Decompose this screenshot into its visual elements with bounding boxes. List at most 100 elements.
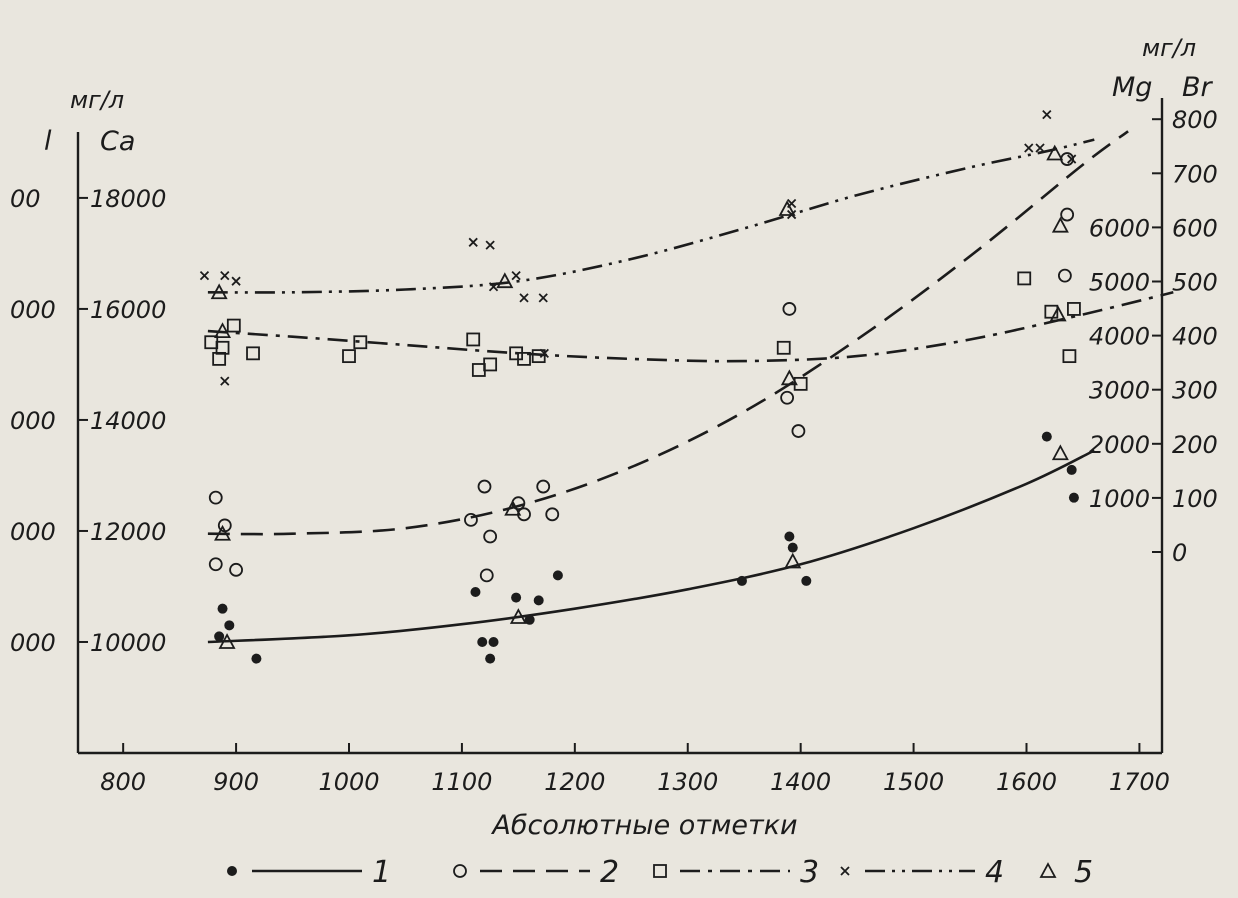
series-1-point [477,636,488,647]
series-4-point [220,376,230,386]
series-3-point [226,318,241,333]
series-5-point [780,369,798,386]
series-2-point [791,424,806,438]
left-outer-tick-label: 00 [10,185,41,213]
legend-5-label: 5 [1074,855,1093,890]
series-1-point [224,620,235,631]
x-tick-label: 1700 [1109,768,1170,796]
series-3-curve [207,291,1174,363]
legend: 1 2 3 4 5 [227,855,1093,890]
br-tick-label: 700 [1172,160,1218,188]
series-5-point [504,499,522,516]
series-5-point [1051,216,1069,233]
series-2-point [782,302,797,316]
series-1-point [524,614,535,625]
left-axis-unit: мг/л [70,86,124,114]
series-1-point [470,587,481,598]
left-outer-tick-label: 000 [10,407,56,435]
br-tick-label: 200 [1172,431,1218,459]
left-tick-label: 18000 [90,185,166,213]
series-2-point [545,507,560,522]
trend-curves [207,130,1174,644]
series-5-point [778,200,796,216]
series-4-point [539,348,549,358]
series-1-point [214,631,225,642]
series-4-point [468,237,478,247]
legend-4-marker [840,866,850,876]
series-2-point [479,568,494,583]
series-5-point [496,272,514,289]
left-tick-label: 10000 [90,629,166,657]
right-axis-header-mg: Mg [1112,72,1152,103]
x-tick-label: 1500 [883,768,944,796]
mg-tick-label: 5000 [1089,269,1150,297]
br-tick-label: 100 [1172,485,1218,513]
series-3-point [246,346,260,361]
mg-tick-label: 4000 [1089,323,1150,351]
left-ticks: 10000 000 12000 000 14000 000 16000 000 18000 00 [10,185,166,657]
br-tick-label: 800 [1172,106,1218,134]
series-4-point [488,282,499,292]
series-3-point [483,357,498,372]
left-tick-label: 16000 [90,296,166,324]
series-3-point [204,335,219,350]
series-3-point [342,349,356,364]
series-3-point [1017,271,1032,286]
series-5-point [1046,144,1064,161]
left-tick-label: 14000 [90,407,166,435]
br-tick-label: 300 [1172,377,1218,405]
data-points [199,110,1081,664]
right-axis-unit: мг/л [1142,34,1196,62]
series-2-point [483,529,498,544]
series-5-point [1051,444,1069,461]
left-outer-tick-label: 000 [10,629,56,657]
mg-tick-label: 2000 [1089,431,1150,459]
x-ticks: 800 900 1000 1100 1200 1300 1400 1500 1600 1700 [100,743,1170,796]
series-5-point [218,633,236,649]
series-4-point [231,276,241,286]
series-5-point [509,608,527,624]
series-1-point [1041,431,1052,442]
series-2-point [464,512,478,527]
x-tick-label: 1100 [431,768,492,796]
x-tick-label: 1200 [544,768,605,796]
series-3-point [531,349,546,364]
series-1-point [1068,492,1079,503]
series-3-point [466,332,481,347]
series-4-point [519,293,529,303]
series-3-point [212,351,227,366]
legend-1-label: 1 [372,855,391,890]
series-1-point [485,653,496,664]
right-axis-header-br: Br [1182,72,1214,103]
series-4-curve [207,138,1095,294]
left-axis-header-ca: Ca [100,126,135,157]
series-4-point [220,270,230,281]
left-tick-label: 12000 [90,518,166,546]
series-1-point [1066,464,1077,475]
series-1-point [552,570,563,581]
series-5-point [210,283,228,300]
series-4-point [511,270,521,281]
x-axis-title: Абсолютные отметки [490,810,797,841]
br-tick-label: 400 [1172,323,1218,351]
series-4-point [1024,143,1034,153]
series-4-point [1067,154,1077,164]
legend-3-label: 3 [800,855,819,890]
x-tick-label: 1600 [996,768,1057,796]
series-4-point [1035,143,1045,153]
series-2-point [208,490,223,505]
legend-3-marker [653,864,667,878]
legend-2-marker [453,864,467,878]
br-tick-label: 0 [1172,539,1187,567]
legend-2-label: 2 [600,855,619,890]
series-5-point [214,322,232,339]
left-outer-tick-label: 000 [10,296,56,324]
series-3-point [471,363,486,377]
x-tick-label: 1300 [657,768,718,796]
legend-5-marker [1039,862,1057,878]
br-tick-label: 500 [1172,269,1218,297]
series-4-point [538,293,548,303]
legend-1-marker [227,866,237,876]
series-2-point [208,557,223,572]
series-1-point [217,603,228,614]
